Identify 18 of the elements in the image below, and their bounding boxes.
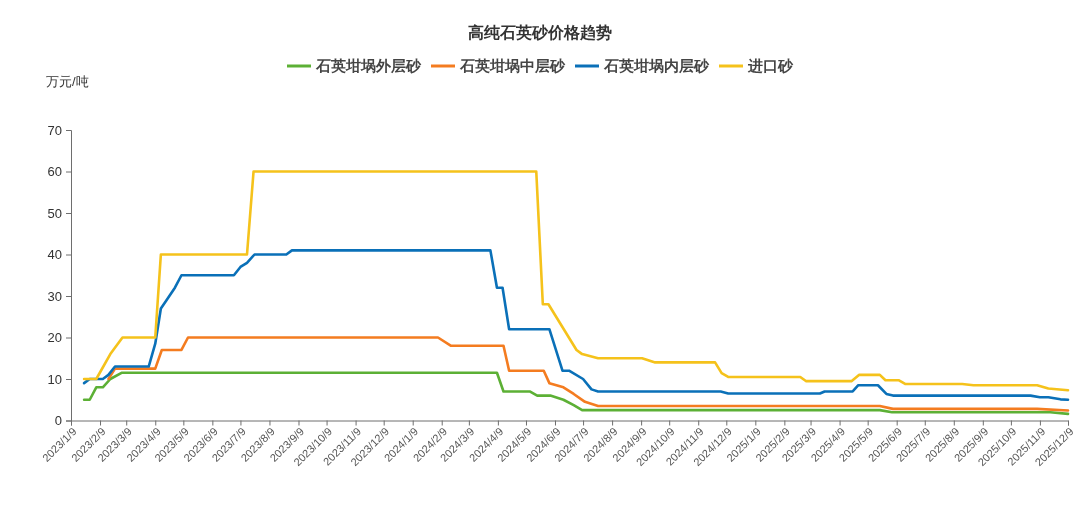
y-tick-label: 60: [47, 164, 62, 180]
y-tick-label: 50: [47, 205, 62, 221]
legend-label: 石英坩埚中层砂: [459, 58, 566, 75]
legend-label: 石英坩埚外层砂: [315, 58, 422, 75]
y-axis-title: 万元/吨: [46, 74, 89, 89]
line-series: [82, 170, 1070, 392]
line-series: [82, 371, 1070, 416]
chart-title: 高纯石英砂价格趋势: [468, 23, 612, 41]
line-series: [107, 336, 1070, 412]
y-tick-label: 0: [54, 413, 62, 429]
legend-label: 石英坩埚内层砂: [603, 58, 710, 75]
y-tick-label: 70: [47, 122, 62, 138]
y-tick-label: 20: [47, 330, 62, 346]
y-tick-label: 30: [47, 288, 62, 304]
y-tick-label: 40: [47, 247, 62, 263]
y-tick-label: 10: [47, 371, 62, 387]
legend-label: 进口砂: [747, 58, 794, 75]
line-series: [82, 249, 1070, 402]
